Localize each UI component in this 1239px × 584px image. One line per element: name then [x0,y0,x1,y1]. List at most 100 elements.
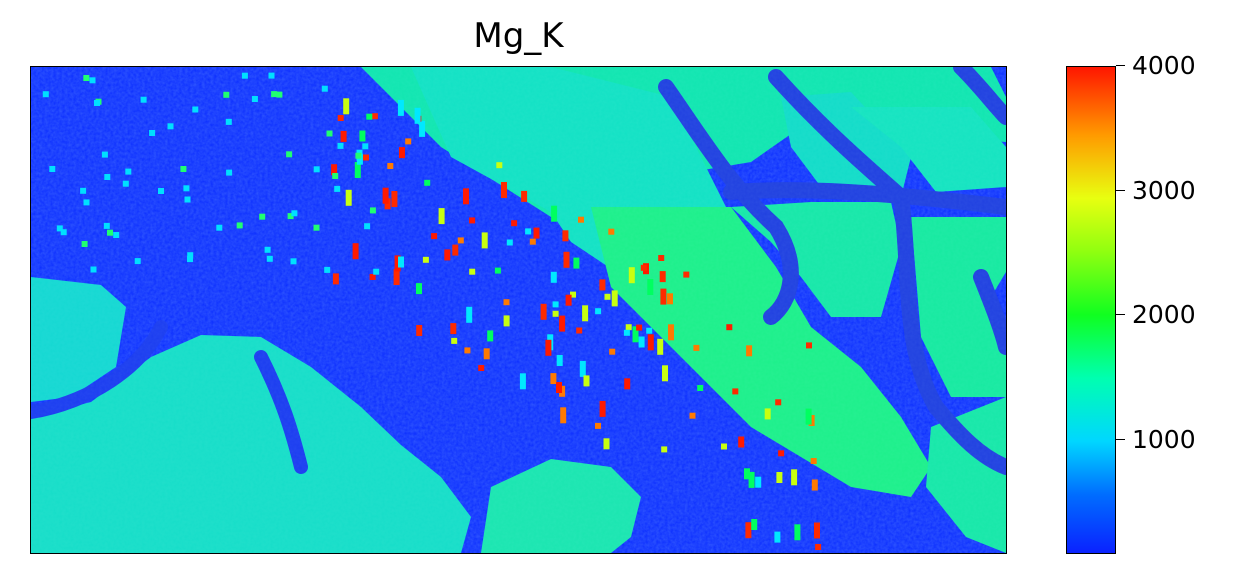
hotspot-pixel [764,408,771,420]
speckle-pixel [223,91,230,98]
hotspot-pixel [560,407,567,424]
hotspot-pixel [774,531,781,543]
speckle-pixel [313,166,320,173]
speckle-pixel [216,224,223,231]
hotspot-pixel [416,283,422,295]
hotspot-pixel [697,385,704,391]
speckle-pixel [334,185,341,192]
hotspot-pixel [689,412,696,419]
hotspot-pixel [628,267,635,284]
speckle-pixel [271,91,278,98]
speckle-pixel [187,256,193,263]
hotspot-pixel [668,324,674,341]
speckle-pixel [113,232,120,238]
hotspot-pixel [481,232,488,249]
hotspot-pixel [667,293,673,305]
speckle-pixel [60,229,67,236]
hotspot-pixel [533,227,540,239]
hotspot-pixel [387,163,394,169]
hotspot-pixel [397,99,404,116]
hotspot-pixel [604,293,611,300]
hotspot-pixel [623,329,630,336]
hotspot-pixel [599,400,606,417]
hotspot-pixel [399,147,405,159]
hotspot-pixel [506,239,513,246]
colorbar-tick [1116,65,1125,67]
hotspot-pixel [579,360,586,377]
hotspot-pixel [352,243,359,260]
hotspot-pixel [806,342,812,349]
hotspot-pixel [332,273,339,285]
speckle-pixel [158,188,164,194]
hotspot-pixel [340,130,347,142]
speckle-pixel [103,222,110,229]
hotspot-pixel [595,422,601,429]
hotspot-pixel [382,187,389,204]
hotspot-pixel [599,279,606,291]
hotspot-pixel [369,274,376,280]
hotspot-pixel [431,233,438,240]
speckle-pixel [241,72,248,79]
heatmap-plot-area [30,66,1007,554]
speckle-pixel [49,166,56,172]
hotspot-pixel [559,385,566,397]
hotspot-pixel [563,251,570,268]
hotspot-pixel [636,324,643,331]
hotspot-pixel [478,365,485,371]
speckle-pixel [236,222,243,229]
hotspot-pixel [521,190,528,202]
hotspot-pixel [511,220,518,227]
hotspot-pixel [487,330,494,342]
colorbar-tick [1116,189,1125,191]
hotspot-pixel [366,113,373,120]
hotspot-pixel [638,336,645,348]
hotspot-pixel [732,388,739,395]
hotspot-pixel [576,327,583,334]
hotspot-pixel [748,471,755,488]
hotspot-pixel [419,120,426,137]
speckle-pixel [42,91,49,98]
chart-title: Mg_K [473,16,564,56]
hotspot-pixel [791,469,798,486]
speckle-pixel [125,168,132,175]
hotspot-pixel [794,524,801,541]
hotspot-pixel [721,443,727,450]
hotspot-pixel [595,308,602,315]
speckle-pixel [184,196,191,203]
hotspot-pixel [469,268,476,275]
speckle-pixel [369,207,376,214]
speckle-pixel [167,123,174,130]
hotspot-pixel [647,334,654,351]
hotspot-pixel [660,288,667,305]
speckle-pixel [183,185,190,192]
hotspot-pixel [726,324,733,331]
hotspot-pixel [483,348,490,360]
hotspot-pixel [414,107,421,124]
hotspot-pixel [646,327,653,334]
hotspot-pixel [632,326,639,343]
hotspot-pixel [609,348,616,355]
hotspot-pixel [624,378,631,390]
hotspot-pixel [551,205,558,222]
hotspot-pixel [810,458,817,464]
speckle-pixel [332,173,339,179]
hotspot-pixel [371,113,378,120]
hotspot-pixel [778,450,785,457]
hotspot-pixel [452,244,459,256]
speckle-pixel [180,166,187,172]
hotspot-pixel [745,522,752,539]
speckle-pixel [83,75,90,81]
colorbar-tick-label: 2000 [1132,300,1196,330]
hotspot-pixel [494,267,501,274]
hotspot-pixel [391,191,398,207]
hotspot-pixel [683,271,690,278]
hotspot-pixel [559,315,566,332]
hotspot-pixel [570,291,576,298]
hotspot-pixel [738,436,745,448]
hotspot-pixel [501,182,507,198]
hotspot-pixel [331,164,338,176]
speckle-pixel [362,143,369,150]
hotspot-pixel [744,468,750,480]
hotspot-pixel [384,198,391,210]
hotspot-pixel [755,476,762,488]
